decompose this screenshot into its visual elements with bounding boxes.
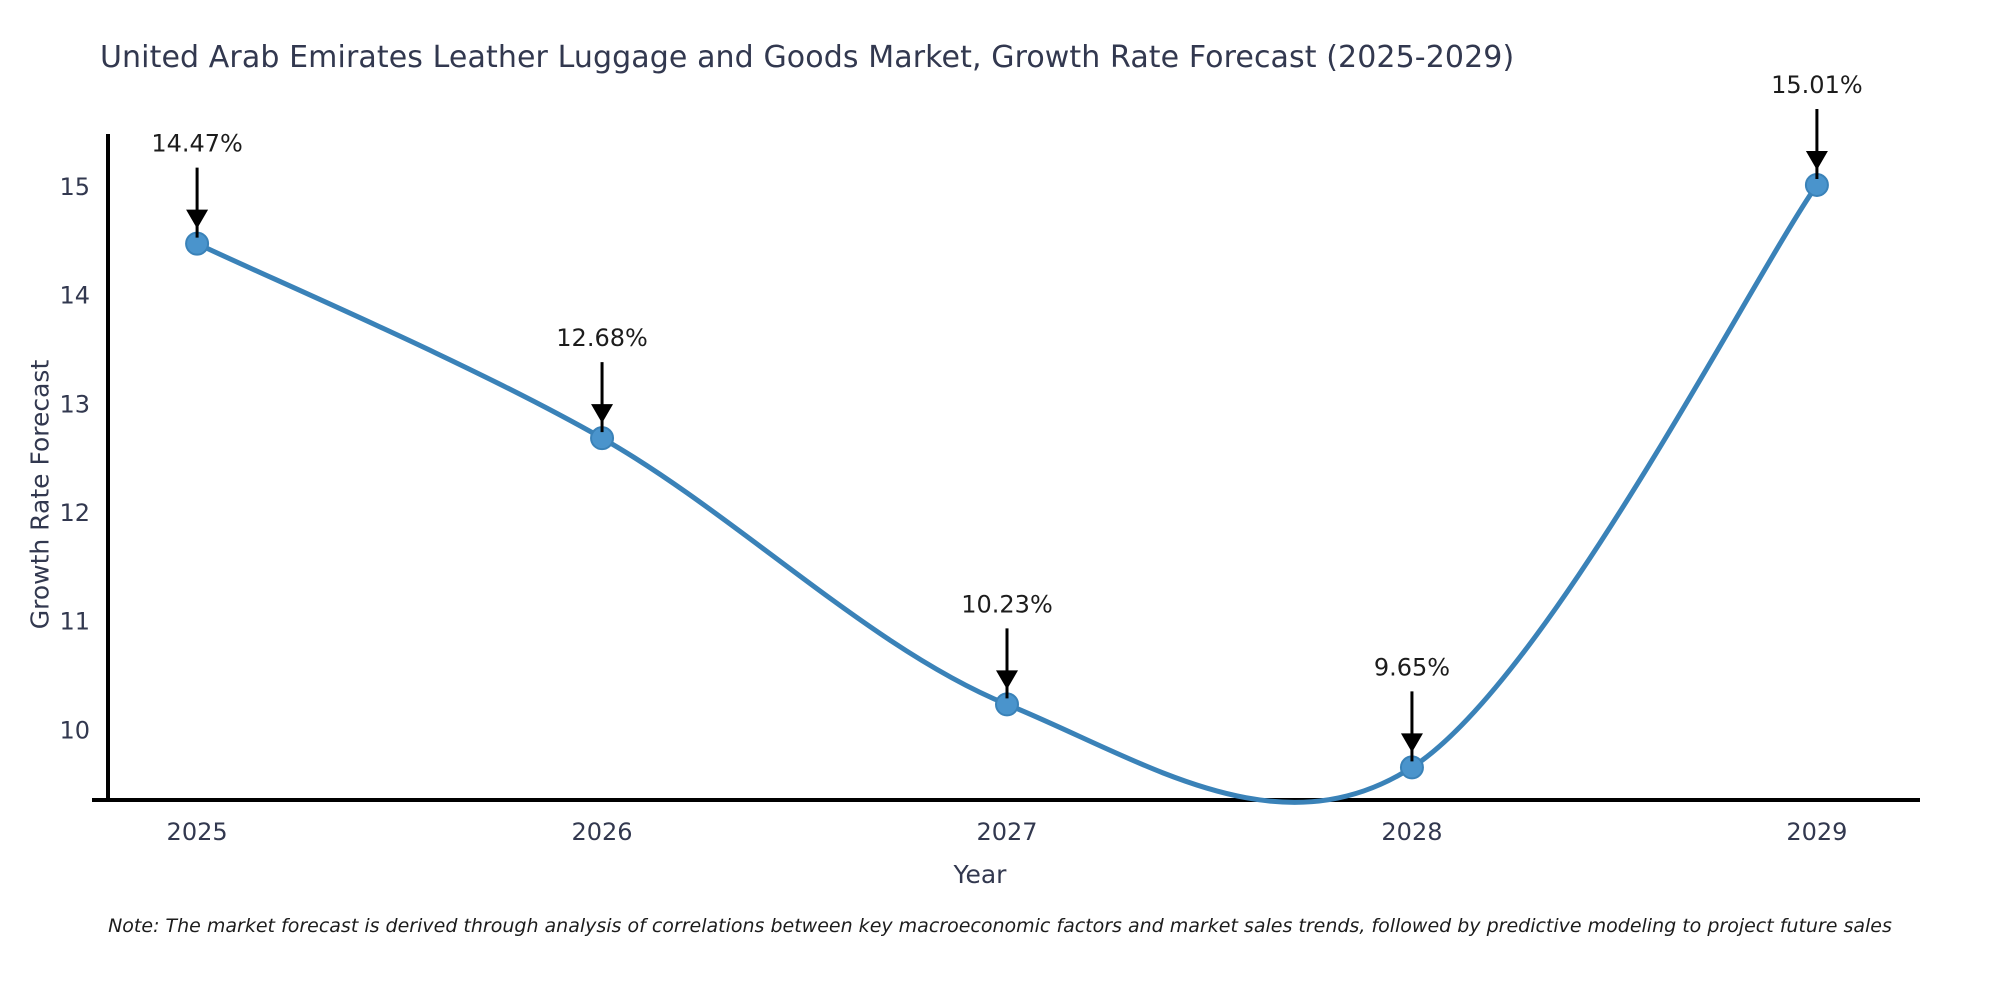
x-axis-title: Year bbox=[953, 860, 1007, 889]
x-tick-label: 2028 bbox=[1381, 818, 1442, 846]
y-tick-label: 15 bbox=[59, 173, 90, 201]
y-tick-label: 14 bbox=[59, 282, 90, 310]
data-point-label: 9.65% bbox=[1374, 653, 1450, 681]
annotation-arrow-head bbox=[1400, 733, 1423, 753]
y-tick-label: 10 bbox=[59, 716, 90, 744]
chart-title: United Arab Emirates Leather Luggage and… bbox=[100, 40, 1515, 75]
annotation-arrow-head bbox=[1805, 150, 1828, 170]
y-tick-label: 13 bbox=[59, 390, 90, 418]
x-tick-label: 2027 bbox=[976, 818, 1037, 846]
annotation-arrow-head bbox=[996, 670, 1018, 690]
data-point-label: 10.23% bbox=[961, 590, 1053, 618]
y-tick-label: 11 bbox=[59, 608, 90, 636]
data-point-label: 14.47% bbox=[151, 130, 243, 158]
data-series-line bbox=[194, 182, 1820, 805]
annotation-arrow-head bbox=[591, 404, 614, 424]
x-tick-label: 2025 bbox=[167, 818, 228, 846]
chart-footnote: Note: The market forecast is derived thr… bbox=[108, 915, 1892, 937]
annotation-arrow-head bbox=[186, 209, 209, 229]
x-tick-label: 2026 bbox=[572, 818, 633, 846]
x-tick-label: 2029 bbox=[1786, 818, 1847, 846]
data-point-label: 15.01% bbox=[1771, 71, 1863, 99]
y-tick-label: 12 bbox=[59, 499, 90, 527]
data-point-label: 12.68% bbox=[556, 324, 648, 352]
